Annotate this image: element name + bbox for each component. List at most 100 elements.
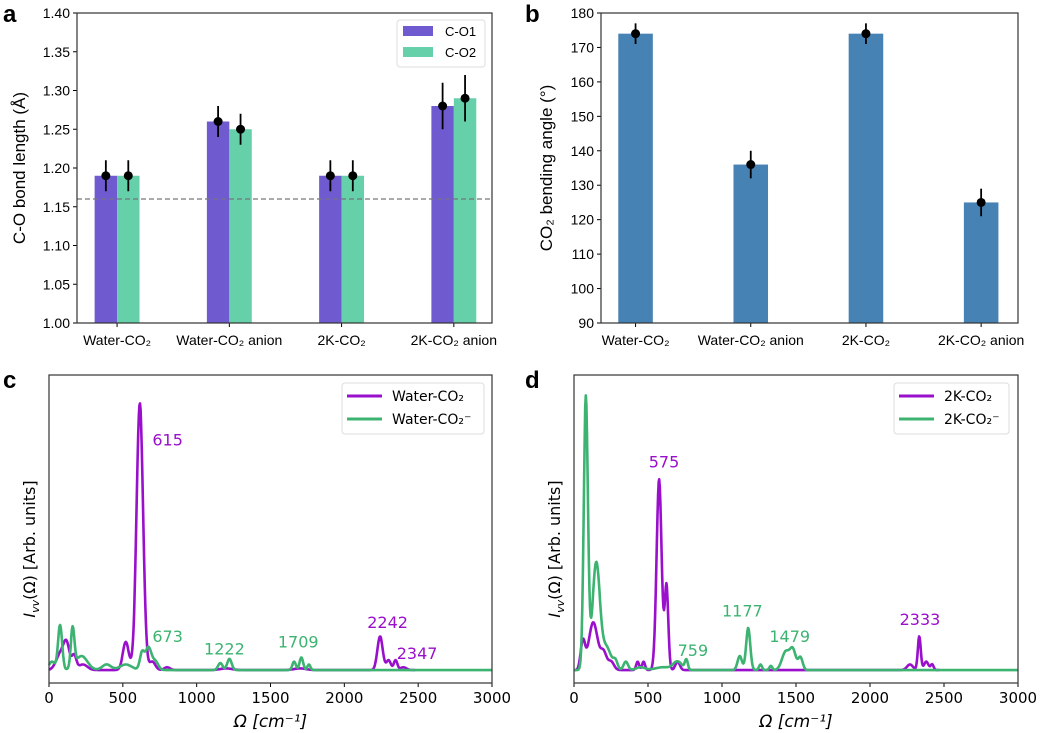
axes-frame — [573, 374, 1019, 684]
peak-annotation: 673 — [152, 627, 183, 646]
y-tick-label: 130 — [571, 177, 595, 193]
peak-annotation: 615 — [152, 430, 183, 449]
spectrum-line-green — [47, 623, 493, 672]
data-point — [123, 171, 133, 181]
y-axis-label-sub: vv — [554, 599, 567, 613]
legend-label: Water-CO₂⁻ — [392, 412, 471, 428]
y-axis-label: C-O bond length (Å) — [10, 92, 29, 244]
y-tick-label: 1.35 — [43, 44, 70, 60]
x-tick-label: Water-CO₂ anion — [176, 332, 282, 348]
x-tick-label: 2000 — [325, 689, 363, 707]
y-tick-label: 1.05 — [43, 276, 70, 292]
bar-c-o2-2 — [341, 175, 365, 323]
x-tick-label: 500 — [109, 689, 138, 707]
peak-annotation: 1177 — [722, 602, 763, 621]
x-tick-label: 3000 — [473, 689, 511, 707]
data-point — [861, 29, 871, 39]
peak-annotation: 2333 — [900, 610, 941, 629]
x-tick-label: 2500 — [925, 689, 963, 707]
y-axis-label-rest: (Ω) [Arb. units] — [545, 480, 564, 599]
peak-annotation: 759 — [678, 641, 709, 660]
bar-co-bending-angle-1 — [733, 164, 769, 323]
y-tick-label: 1.00 — [43, 315, 70, 331]
data-point — [746, 160, 756, 170]
y-tick-label: 120 — [571, 212, 595, 228]
spectrum-line-purple — [48, 402, 416, 672]
legend-label: C-O1 — [445, 24, 476, 39]
panel-d: 575 759 1177 1479 2333 0 500 1000 1500 2000 2500 30… — [545, 374, 1037, 732]
x-tick-label: 2K-CO₂ anion — [938, 332, 1024, 348]
panel-label-a: a — [3, 1, 17, 28]
axes-frame — [76, 12, 493, 324]
data-point — [438, 101, 448, 111]
data-point — [348, 171, 358, 181]
x-tick-label: 1000 — [703, 689, 741, 707]
x-tick-label: 2K-CO₂ — [317, 332, 365, 348]
x-axis-label: Ω [cm⁻¹] — [233, 712, 307, 732]
y-tick-label: 170 — [571, 39, 595, 55]
bar-c-o2-3 — [453, 98, 477, 323]
x-tick-label: 0 — [569, 689, 579, 707]
bar-c-o2-1 — [229, 129, 252, 323]
data-point — [976, 197, 986, 207]
y-tick-label: 1.20 — [43, 160, 70, 176]
legend-swatch — [403, 47, 433, 57]
y-tick-label: 1.40 — [43, 5, 70, 21]
y-tick-label: 1.30 — [43, 83, 70, 99]
y-tick-label: 110 — [572, 246, 595, 262]
peak-annotation: 1479 — [769, 627, 810, 646]
x-tick-label: 1000 — [178, 689, 216, 707]
axes-frame — [48, 374, 493, 684]
legend-label: 2K-CO₂ — [944, 389, 992, 405]
x-tick-label: Water-CO₂ anion — [698, 332, 804, 348]
bar-c-o2-0 — [117, 175, 140, 323]
x-tick-label: Water-CO₂ — [602, 332, 670, 348]
bar-c-o1-2 — [319, 175, 342, 323]
legend-label: 2K-CO₂⁻ — [944, 412, 999, 428]
legend-label: C-O2 — [445, 45, 476, 60]
y-axis-label: Ivv(Ω) [Arb. units] — [545, 480, 567, 617]
data-point — [101, 171, 111, 181]
data-point — [460, 93, 470, 103]
y-tick-label: 90 — [578, 315, 594, 331]
bar-c-o1-1 — [206, 121, 230, 323]
bar-c-o1-0 — [94, 175, 118, 323]
y-axis-label-main: I — [20, 613, 39, 618]
x-tick-label: 2K-CO₂ anion — [411, 332, 497, 348]
panel-a: Water-CO₂ Water-CO₂ anion 2K-CO₂ 2K-CO₂ ani… — [10, 5, 497, 348]
data-point — [631, 29, 641, 39]
panel-b: Water-CO₂ Water-CO₂ anion 2K-CO₂ 2K-CO₂ ani… — [537, 5, 1024, 348]
y-axis-label: CO₂ bending angle (°) — [537, 85, 556, 252]
bar-co-bending-angle-2 — [848, 33, 884, 324]
y-axis-label-main: I — [545, 613, 564, 618]
bar-co-bending-angle-0 — [618, 33, 653, 324]
peak-annotation: 1709 — [278, 633, 319, 652]
x-tick-label: 2500 — [399, 689, 437, 707]
panel-label-d: d — [525, 367, 540, 394]
y-axis-label-rest: (Ω) [Arb. units] — [20, 480, 39, 599]
data-point — [213, 117, 223, 126]
legend-label: Water-CO₂ — [392, 389, 464, 405]
x-tick-label: 3000 — [999, 689, 1037, 707]
data-point — [325, 171, 335, 181]
y-tick-label: 1.25 — [43, 121, 70, 137]
peak-annotation: 1222 — [204, 640, 245, 659]
y-tick-label: 100 — [571, 281, 595, 297]
spectrum-line-purple — [573, 478, 940, 672]
bar-co-bending-angle-3 — [963, 202, 999, 323]
y-tick-label: 1.15 — [43, 199, 70, 215]
x-tick-label: 1500 — [251, 689, 289, 707]
y-tick-label: 150 — [571, 108, 595, 124]
y-tick-label: 180 — [571, 5, 595, 21]
data-point — [236, 124, 246, 134]
x-tick-label: 0 — [44, 689, 54, 707]
legend-swatch — [403, 26, 433, 36]
y-tick-label: 1.10 — [43, 238, 70, 254]
panel-c: 615 673 1222 1709 2242 2347 0 500 1000 1500 2000 25… — [20, 374, 511, 732]
spectrum-line-green — [573, 394, 1019, 672]
y-tick-label: 140 — [571, 143, 595, 159]
bar-c-o1-3 — [431, 106, 454, 323]
x-tick-label: 1500 — [777, 689, 815, 707]
